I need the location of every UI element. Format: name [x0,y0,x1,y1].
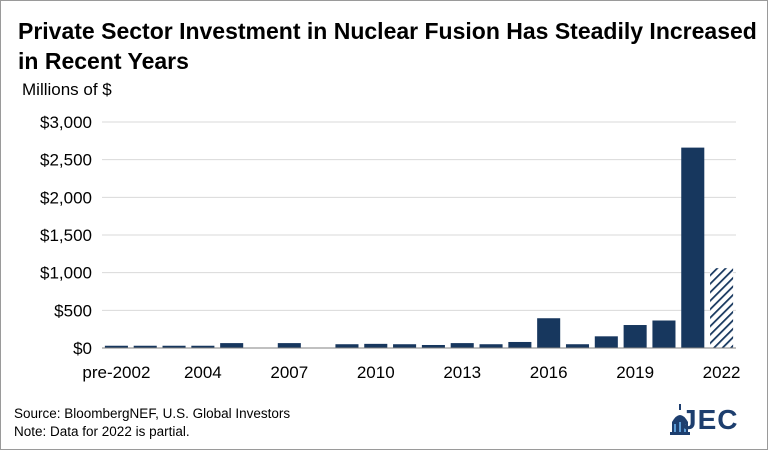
bar-2012 [421,344,445,348]
bar-chart: $0 $500 $1,000 $1,500 $2,000 $2,500 $3,000 pre… [40,113,741,382]
bar-2018 [594,336,618,348]
bar-2019 [623,325,647,348]
y-axis-ticks: $0 $500 $1,000 $1,500 $2,000 $2,500 $3,000 [40,113,92,358]
bar-2015 [508,341,532,348]
bar-2002 [133,345,157,348]
y-tick-label: $2,500 [40,151,92,170]
y-tick-label: $1,000 [40,264,92,283]
y-tick-label: $0 [73,339,92,358]
bar-2021 [681,147,705,348]
x-tick-label: 2022 [703,363,741,382]
gridlines [102,121,736,311]
bar-2007 [277,343,301,348]
bar-2020 [652,320,676,348]
partial-data-note: Note: Data for 2022 is partial. [14,424,190,439]
bar-2014 [479,344,503,348]
bar-2022 [710,268,734,348]
bar-2011 [393,344,417,348]
bar-2003 [162,345,186,348]
bar-pre-2002 [104,345,128,348]
x-tick-label: 2004 [184,363,222,382]
bar-2016 [537,318,561,348]
y-axis-unit-label: Millions of $ [22,80,112,99]
x-tick-label: pre-2002 [82,363,150,382]
x-tick-label: 2010 [357,363,395,382]
x-tick-label: 2016 [530,363,568,382]
y-tick-label: $3,000 [40,113,92,132]
x-tick-label: 2013 [443,363,481,382]
jec-logo-text: JEC [681,404,739,435]
source-note: Source: BloombergNEF, U.S. Global Invest… [14,406,291,421]
x-tick-label: 2007 [270,363,308,382]
footer: Source: BloombergNEF, U.S. Global Invest… [14,405,290,441]
capitol-dome-icon [670,404,690,435]
bar-2013 [450,343,474,348]
bars [104,147,734,348]
bar-2005 [220,343,244,348]
y-tick-label: $2,000 [40,188,92,207]
bar-2017 [565,344,590,348]
x-axis-ticks: pre-2002 2004 2007 2010 2013 2016 2019 2022 [82,363,740,382]
y-tick-label: $500 [54,301,92,320]
bar-2010 [364,343,388,348]
bar-2004 [191,345,215,348]
chart-title: Private Sector Investment in Nuclear Fus… [18,18,757,74]
bar-2009 [335,344,359,348]
x-tick-label: 2019 [616,363,654,382]
y-tick-label: $1,500 [40,226,92,245]
